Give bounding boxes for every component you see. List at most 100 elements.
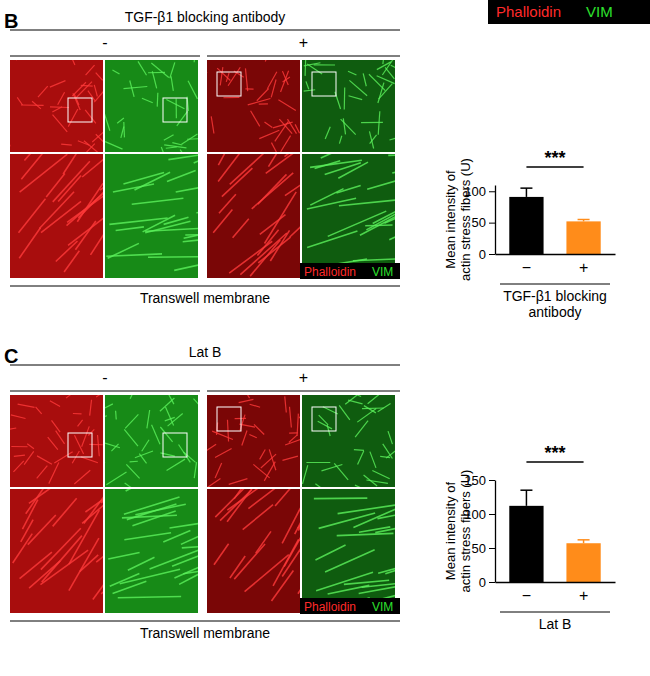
image-texture [223, 97, 239, 99]
y-tick-mark [489, 254, 495, 255]
image-texture [67, 188, 103, 225]
condition-label: + [299, 369, 308, 386]
panel-title: Lat B [189, 344, 222, 360]
image-texture [289, 432, 298, 433]
image-texture [321, 464, 342, 470]
image-texture [174, 260, 198, 271]
image-texture [170, 62, 175, 78]
image-texture [78, 180, 103, 218]
inset-box [312, 72, 336, 96]
image-texture [227, 489, 255, 522]
image-texture [229, 241, 272, 273]
image-texture [295, 124, 299, 133]
image-texture [96, 546, 103, 562]
image-texture [38, 86, 48, 97]
image-texture [344, 580, 389, 584]
image-texture [372, 471, 389, 479]
image-texture [282, 456, 297, 460]
image-texture [84, 141, 100, 152]
image-texture [64, 251, 79, 272]
image-texture [105, 142, 122, 150]
footer-rule [10, 621, 400, 622]
y-axis-title: actin stress fibers (U) [458, 470, 473, 593]
image-texture [389, 223, 395, 240]
image-texture [388, 431, 392, 444]
image-texture [388, 154, 395, 155]
error-cap [578, 219, 590, 221]
inset-box [68, 433, 92, 457]
y-tick: 50 [472, 541, 495, 556]
bar [509, 197, 543, 254]
image-texture [194, 154, 198, 163]
image-texture [362, 584, 395, 588]
error-stem [526, 490, 528, 506]
image-texture [125, 414, 138, 428]
image-texture [349, 96, 363, 100]
image-texture [85, 489, 103, 512]
y-tick: 0 [479, 247, 495, 262]
image-texture [354, 449, 364, 451]
x-axis-title: TGF-β1 blocking [503, 288, 607, 304]
y-tick-mark [489, 480, 495, 481]
image-texture [377, 76, 395, 84]
y-axis-title: actin stress fibers (U) [458, 158, 473, 281]
image-texture [148, 256, 198, 258]
image-texture [132, 511, 175, 526]
x-label-rule [500, 284, 610, 285]
image-background [105, 395, 198, 487]
image-texture [298, 540, 300, 594]
condition-rule [10, 391, 200, 392]
image-texture [49, 463, 59, 484]
panel-label: C [4, 345, 18, 367]
image-texture [359, 584, 395, 593]
image-texture [240, 233, 287, 275]
error-bar [578, 540, 590, 543]
image-texture [304, 60, 306, 76]
image-texture [92, 127, 103, 142]
background [0, 0, 650, 676]
inset-box [217, 407, 241, 431]
image-texture [235, 418, 246, 419]
top-legend: PhalloidinVIM [488, 0, 650, 24]
image-texture [318, 421, 332, 429]
image-texture [233, 219, 249, 238]
channel-label: Phalloidin [304, 600, 356, 614]
image-texture [113, 581, 147, 593]
micrograph [207, 60, 300, 152]
micrograph [10, 154, 103, 278]
image-background [207, 154, 300, 278]
image-texture [20, 552, 52, 579]
image-texture [358, 451, 364, 464]
image-texture [152, 425, 160, 445]
image-texture [279, 119, 292, 134]
image-texture [249, 435, 256, 438]
image-texture [185, 234, 198, 236]
image-texture [37, 456, 52, 464]
image-texture [165, 417, 175, 420]
image-texture [207, 72, 208, 77]
image-texture [261, 454, 276, 468]
y-tick-mark [489, 514, 495, 515]
image-texture [169, 520, 198, 528]
image-texture [259, 103, 268, 105]
channel-legend-box [300, 598, 400, 614]
image-texture [245, 68, 247, 91]
image-texture [123, 87, 147, 89]
micrograph [10, 395, 103, 487]
image-texture [147, 410, 150, 428]
image-texture [290, 197, 300, 237]
image-texture [383, 444, 393, 459]
image-texture [69, 538, 99, 591]
panel: BTGF-β1 blocking antibody-+PhalloidinVIM… [4, 9, 441, 306]
micrograph [10, 60, 103, 152]
footer-rule [10, 286, 400, 287]
image-texture [271, 571, 293, 601]
image-texture [82, 154, 103, 177]
x-tick: + [579, 254, 588, 276]
y-tick-mark [489, 582, 495, 583]
image-texture [325, 550, 375, 572]
image-texture [19, 228, 40, 258]
channel-label: Phalloidin [304, 265, 356, 279]
image-texture [245, 395, 250, 398]
image-texture [168, 154, 198, 160]
